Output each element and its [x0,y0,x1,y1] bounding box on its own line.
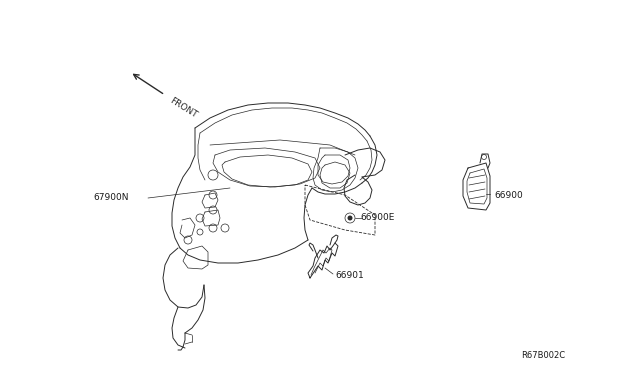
Text: 67900N: 67900N [93,193,129,202]
Text: 66900E: 66900E [360,214,394,222]
Circle shape [348,215,353,221]
Text: 66900: 66900 [494,190,523,199]
Text: R67B002C: R67B002C [521,350,565,359]
Text: FRONT: FRONT [168,96,198,120]
Text: 66901: 66901 [335,270,364,279]
